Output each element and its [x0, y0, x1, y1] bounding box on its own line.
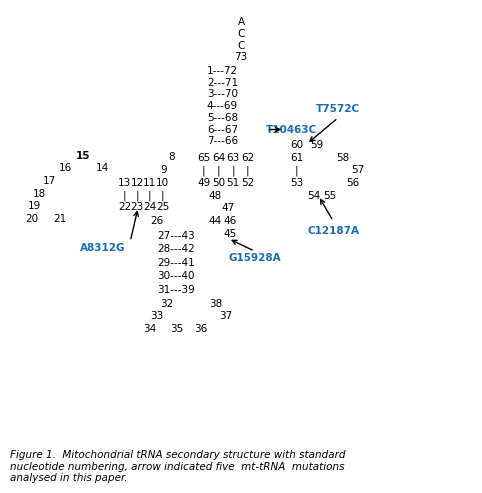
Text: 37: 37 [219, 312, 232, 321]
Text: 55: 55 [323, 191, 337, 201]
Text: 8: 8 [168, 152, 175, 162]
Text: 51: 51 [227, 178, 240, 188]
Text: 28---42: 28---42 [158, 244, 195, 254]
Text: A: A [238, 17, 244, 28]
Text: |: | [246, 165, 250, 176]
Text: C12187A: C12187A [307, 226, 359, 236]
Text: 47: 47 [222, 203, 235, 213]
Text: 4---69: 4---69 [207, 101, 238, 111]
Text: 12: 12 [131, 178, 144, 188]
Text: |: | [295, 165, 299, 176]
Text: 10: 10 [156, 178, 169, 188]
Text: 46: 46 [224, 216, 237, 226]
Text: C: C [237, 29, 245, 39]
Text: 54: 54 [307, 191, 320, 201]
Text: 9: 9 [161, 165, 167, 176]
Text: |: | [122, 190, 126, 201]
Text: 56: 56 [346, 178, 360, 188]
Text: 50: 50 [212, 178, 225, 188]
Text: 13: 13 [118, 178, 131, 188]
Text: 17: 17 [43, 176, 56, 186]
Text: 24: 24 [143, 203, 157, 212]
Text: C: C [237, 41, 245, 51]
Text: 45: 45 [224, 229, 237, 239]
Text: |: | [216, 165, 220, 176]
Text: |: | [202, 165, 205, 176]
Text: 63: 63 [227, 153, 240, 163]
Text: 48: 48 [209, 191, 222, 201]
Text: A8312G: A8312G [80, 243, 126, 253]
Text: |: | [148, 190, 152, 201]
Text: 73: 73 [234, 52, 248, 63]
Text: 44: 44 [209, 216, 222, 226]
Text: 64: 64 [212, 153, 225, 163]
Text: 30---40: 30---40 [158, 272, 195, 282]
Text: 22: 22 [118, 203, 131, 212]
Text: 3---70: 3---70 [207, 89, 238, 100]
Text: 65: 65 [197, 153, 210, 163]
Text: 52: 52 [241, 178, 254, 188]
Text: G15928A: G15928A [228, 253, 281, 263]
Text: 20: 20 [26, 214, 39, 224]
Text: 2---71: 2---71 [207, 78, 238, 88]
Text: 29---41: 29---41 [158, 258, 195, 268]
Text: |: | [135, 190, 139, 201]
Text: 14: 14 [96, 164, 109, 174]
Text: |: | [161, 190, 164, 201]
Text: 33: 33 [150, 312, 163, 321]
Text: 1---72: 1---72 [207, 66, 238, 76]
Text: 6---67: 6---67 [207, 125, 238, 135]
Text: 34: 34 [143, 324, 157, 334]
Text: T10463C: T10463C [267, 125, 318, 135]
Text: |: | [231, 165, 235, 176]
Text: 57: 57 [351, 165, 364, 176]
Text: 16: 16 [59, 164, 72, 174]
Text: 7---66: 7---66 [207, 136, 238, 146]
Text: 59: 59 [310, 140, 323, 150]
Text: T7572C: T7572C [316, 104, 360, 114]
Text: 27---43: 27---43 [158, 231, 195, 241]
Text: 19: 19 [27, 202, 41, 211]
Text: 61: 61 [290, 153, 304, 163]
Text: 11: 11 [143, 178, 157, 188]
Text: 25: 25 [156, 203, 169, 212]
Text: 60: 60 [290, 140, 304, 150]
Text: 36: 36 [194, 324, 207, 334]
Text: 23: 23 [131, 203, 144, 212]
Text: 38: 38 [209, 299, 222, 309]
Text: 18: 18 [32, 189, 46, 199]
Text: Figure 1.  Mitochondrial tRNA secondary structure with standard
nucleotide numbe: Figure 1. Mitochondrial tRNA secondary s… [10, 450, 345, 483]
Text: 21: 21 [53, 214, 67, 224]
Text: 32: 32 [160, 299, 173, 309]
Text: 53: 53 [290, 178, 304, 188]
Text: 58: 58 [336, 153, 349, 163]
Text: 5---68: 5---68 [207, 113, 238, 123]
Text: 26: 26 [150, 216, 163, 226]
Text: 62: 62 [241, 153, 254, 163]
Text: 15: 15 [76, 151, 91, 161]
Text: 35: 35 [170, 324, 183, 334]
Text: 49: 49 [197, 178, 210, 188]
Text: 31---39: 31---39 [158, 285, 195, 295]
